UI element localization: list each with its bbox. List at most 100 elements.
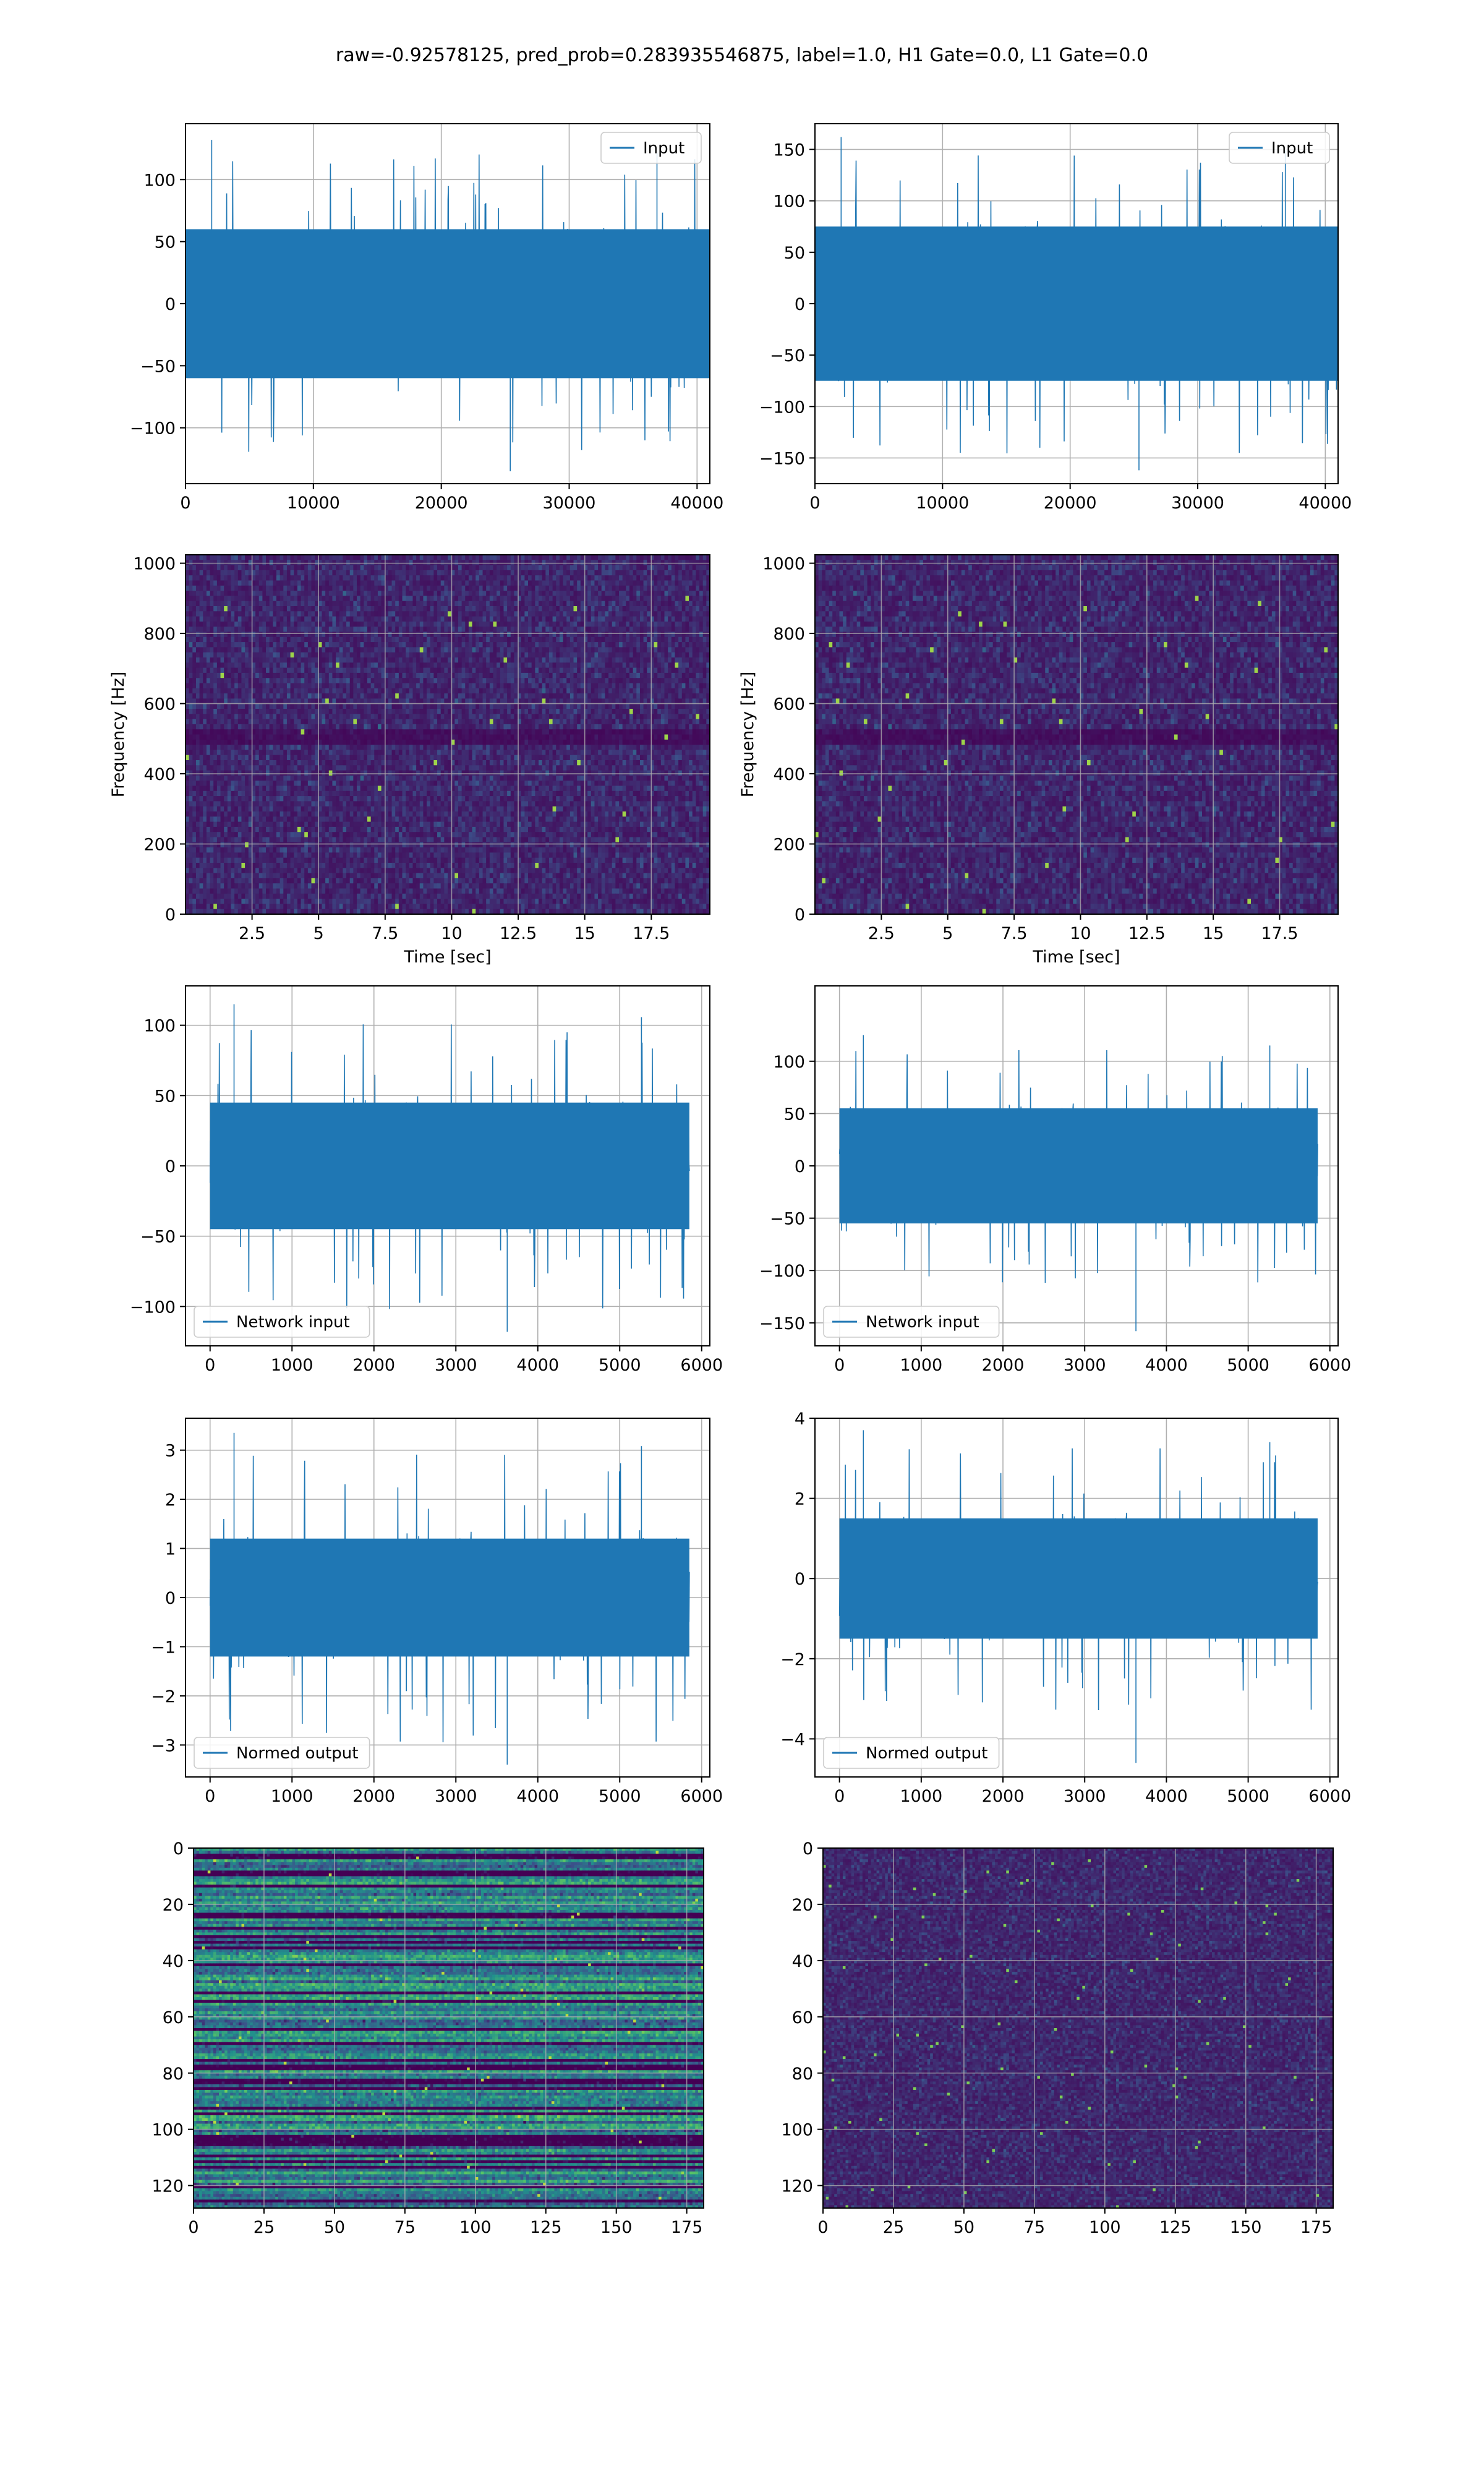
x-axis-label: Time [sec] — [403, 948, 491, 967]
series-dense-band — [210, 1539, 689, 1657]
y-tick-label: 600 — [773, 695, 805, 714]
y-tick-label: 0 — [165, 905, 176, 925]
y-tick-label: 60 — [792, 2008, 813, 2027]
y-tick-label: 50 — [784, 1105, 805, 1124]
x-tick-label: 2000 — [982, 1356, 1025, 1375]
x-tick-label: 17.5 — [633, 924, 670, 943]
x-tick-label: 10000 — [916, 494, 969, 513]
x-tick-label: 17.5 — [1261, 924, 1298, 943]
x-tick-label: 12.5 — [1128, 924, 1166, 943]
chart-panel-4: 2.5 5 7.5 10 12.5 15 17.502004006008001000Time… — [704, 542, 1388, 982]
x-tick-label: 175 — [1300, 2218, 1333, 2237]
x-tick-label: 100 — [459, 2218, 492, 2237]
y-tick-label: 100 — [143, 1017, 176, 1036]
x-tick-label: 50 — [953, 2218, 974, 2237]
y-tick-label: 1000 — [133, 555, 176, 574]
heatmap-image — [186, 555, 710, 915]
y-tick-label: −100 — [130, 1298, 176, 1317]
x-tick-label: 0 — [205, 1356, 215, 1375]
x-tick-label: 1000 — [271, 1356, 313, 1375]
x-tick-label: 75 — [394, 2218, 416, 2237]
chart-panel-6: 0 1000 2000 3000 4000 5000 6000−150−100−500501… — [704, 974, 1388, 1414]
y-tick-label: −150 — [759, 1314, 805, 1333]
chart-panel-3: 2.5 5 7.5 10 12.5 15 17.502004006008001000Time… — [74, 542, 759, 982]
x-tick-label: 6000 — [1308, 1356, 1351, 1375]
legend-label: Network input — [236, 1313, 350, 1332]
heatmap-image — [194, 1848, 704, 2209]
legend-label: Network input — [866, 1313, 979, 1332]
series-dense-band — [840, 1108, 1318, 1223]
x-tick-label: 125 — [530, 2218, 562, 2237]
x-tick-label: 25 — [883, 2218, 904, 2237]
y-tick-label: −50 — [770, 346, 805, 366]
y-tick-label: 100 — [781, 2121, 813, 2140]
x-tick-label: 0 — [817, 2218, 828, 2237]
y-tick-label: 2 — [795, 1490, 805, 1509]
x-tick-label: 15 — [574, 924, 595, 943]
x-tick-label: 5000 — [599, 1356, 641, 1375]
y-tick-label: 50 — [155, 233, 176, 252]
x-tick-label: 7.5 — [1001, 924, 1028, 943]
y-tick-label: 0 — [795, 1570, 805, 1589]
x-tick-label: 30000 — [543, 494, 596, 513]
y-tick-label: 3 — [165, 1442, 176, 1461]
x-tick-label: 0 — [180, 494, 190, 513]
x-tick-label: 25 — [254, 2218, 275, 2237]
y-tick-label: 600 — [143, 695, 176, 714]
legend-label: Input — [643, 139, 684, 158]
y-tick-label: 4 — [795, 1410, 805, 1429]
y-tick-label: 20 — [163, 1896, 184, 1915]
x-tick-label: 4000 — [1145, 1356, 1188, 1375]
y-tick-label: 50 — [155, 1087, 176, 1106]
y-tick-label: 120 — [151, 2177, 184, 2196]
y-tick-label: 800 — [773, 625, 805, 644]
y-tick-label: 800 — [143, 625, 176, 644]
y-tick-label: −1 — [151, 1638, 176, 1657]
x-tick-label: 2.5 — [239, 924, 265, 943]
x-tick-label: 2.5 — [868, 924, 895, 943]
heatmap-image — [815, 555, 1339, 915]
x-tick-label: 3000 — [1064, 1356, 1106, 1375]
y-tick-label: −4 — [780, 1730, 805, 1749]
legend-label: Normed output — [866, 1744, 987, 1763]
y-tick-label: 200 — [773, 836, 805, 855]
x-tick-label: 0 — [834, 1356, 845, 1375]
heatmap-image — [823, 1848, 1334, 2209]
y-tick-label: 0 — [795, 905, 805, 925]
y-tick-label: −3 — [151, 1736, 176, 1755]
x-tick-label: 5000 — [599, 1787, 641, 1806]
x-tick-label: 6000 — [1308, 1787, 1351, 1806]
x-tick-label: 3000 — [435, 1787, 477, 1806]
y-axis-label: Frequency [Hz] — [109, 672, 128, 798]
x-tick-label: 20000 — [1044, 494, 1097, 513]
y-tick-label: −2 — [151, 1687, 176, 1706]
x-tick-label: 7.5 — [372, 924, 398, 943]
y-tick-label: 200 — [143, 836, 176, 855]
x-tick-label: 2000 — [982, 1787, 1025, 1806]
x-tick-label: 20000 — [415, 494, 468, 513]
y-tick-label: 50 — [784, 244, 805, 263]
y-tick-label: 40 — [163, 1952, 184, 1971]
y-tick-label: 100 — [143, 171, 176, 190]
y-tick-label: −50 — [140, 357, 176, 376]
x-tick-label: 0 — [205, 1787, 215, 1806]
series-dense-band — [815, 226, 1337, 380]
x-tick-label: 3000 — [1064, 1787, 1106, 1806]
x-tick-label: 1000 — [900, 1787, 942, 1806]
y-tick-label: 40 — [792, 1952, 813, 1971]
x-tick-label: 2000 — [352, 1356, 395, 1375]
legend: Input — [1229, 132, 1329, 163]
y-tick-label: 0 — [165, 1589, 176, 1608]
x-tick-label: 0 — [188, 2218, 198, 2237]
x-tick-label: 150 — [1230, 2218, 1262, 2237]
y-tick-label: 150 — [773, 141, 805, 160]
y-tick-label: 1000 — [762, 555, 805, 574]
x-tick-label: 100 — [1089, 2218, 1121, 2237]
legend: Normed output — [194, 1737, 370, 1768]
x-tick-label: 1000 — [900, 1356, 942, 1375]
y-tick-label: 80 — [163, 2065, 184, 2084]
